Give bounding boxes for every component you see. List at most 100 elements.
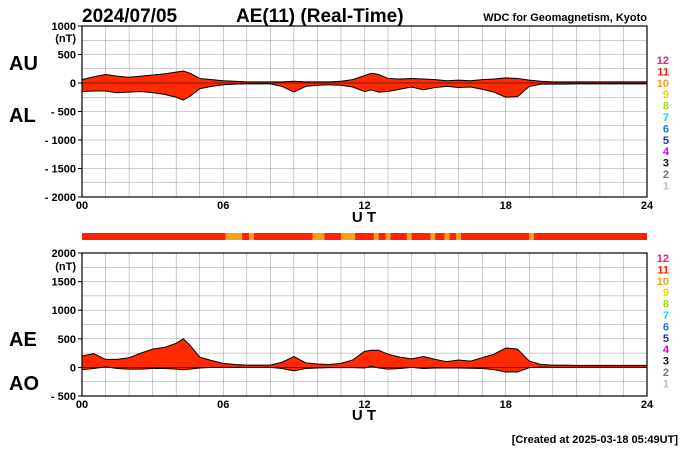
- legend-station-count: 5: [663, 135, 669, 147]
- legend-station-count: 9: [663, 287, 669, 299]
- station-bar-segment: [529, 233, 534, 240]
- y-tick-label: - 500: [51, 391, 76, 403]
- x-tick-label: 06: [217, 399, 229, 411]
- source-label: WDC for Geomagnetism, Kyoto: [483, 12, 647, 24]
- legend-station-count: 1: [663, 180, 669, 192]
- series-line-al: [81, 83, 647, 101]
- x-tick-label: 06: [217, 200, 229, 212]
- x-tick-label: 12: [358, 200, 370, 212]
- au-al-y-ticks: 1000 500 0 - 500 - 1000 - 1500 - 2000: [45, 21, 82, 204]
- chart-title: AE(11) (Real-Time): [236, 6, 404, 27]
- y-tick-label: - 500: [51, 107, 76, 119]
- station-bar-segment: [378, 233, 386, 240]
- station-bar-segment: [253, 233, 313, 240]
- x-tick-label: 12: [358, 399, 370, 411]
- station-bar-segment: [430, 233, 436, 240]
- station-bar-segment: [411, 233, 431, 240]
- y-tick-label: 2000: [52, 248, 76, 260]
- legend-station-count: 6: [663, 321, 669, 333]
- legend-station-count: 10: [657, 78, 669, 90]
- station-bar-segment: [444, 233, 450, 240]
- date-title: 2024/07/05: [82, 6, 178, 27]
- legend-station-count: 12: [657, 253, 669, 265]
- au-al-x-ticks: 00 06 12 18 24: [76, 200, 654, 212]
- legend-station-count: 3: [663, 158, 669, 170]
- au-al-xlabel: U T: [352, 209, 376, 226]
- legend-station-count: 2: [663, 169, 669, 181]
- legend-station-count: 9: [663, 89, 669, 101]
- au-series-label: AU: [9, 53, 38, 75]
- station-bar-segment: [225, 233, 243, 240]
- y-tick-label: 0: [70, 78, 76, 90]
- x-tick-label: 00: [76, 399, 88, 411]
- legend-station-count: 3: [663, 356, 669, 368]
- station-bar-segment: [461, 233, 530, 240]
- legend-station-count: 4: [663, 146, 670, 158]
- y-tick-label: 1000: [52, 21, 76, 33]
- x-tick-label: 24: [641, 200, 654, 212]
- x-tick-label: 00: [76, 200, 88, 212]
- ae-ao-areas: [81, 338, 647, 373]
- station-bar-segment: [242, 233, 250, 240]
- legend-station-count: 1: [663, 378, 669, 390]
- y-tick-label: 500: [58, 50, 76, 62]
- station-bar-segment: [390, 233, 407, 240]
- au-al-unit-label: (nT): [55, 33, 76, 45]
- station-bar-segment: [435, 233, 445, 240]
- y-tick-label: 1000: [52, 305, 76, 317]
- station-bar-segment: [324, 233, 341, 240]
- station-bar-segment: [449, 233, 457, 240]
- ae-ao-x-ticks: 00 06 12 18 24: [76, 399, 654, 411]
- x-tick-label: 18: [500, 200, 512, 212]
- station-bar-segment: [456, 233, 462, 240]
- y-tick-label: 0: [70, 362, 76, 374]
- legend-station-count: 8: [663, 101, 669, 113]
- ae-ao-y-ticks: 2000 1500 1000 500 0 - 500: [51, 248, 82, 403]
- legend-station-count: 10: [657, 276, 669, 288]
- station-bar-segment: [249, 233, 254, 240]
- station-bar-segment: [82, 233, 226, 240]
- station-count-bar: [82, 233, 647, 240]
- station-bar-segment: [312, 233, 325, 240]
- station-bar-segment: [534, 233, 647, 240]
- legend-station-count: 8: [663, 299, 669, 311]
- au-al-grid: [82, 26, 647, 197]
- ao-series-label: AO: [9, 373, 39, 395]
- legend-station-count: 6: [663, 123, 669, 135]
- station-bar-segment: [373, 233, 379, 240]
- legend-station-count: 7: [663, 112, 669, 124]
- legend-station-count: 2: [663, 367, 669, 379]
- legend-station-count: 11: [657, 264, 669, 276]
- ae-ao-xlabel: U T: [352, 407, 376, 424]
- y-tick-label: 500: [58, 334, 76, 346]
- ae-series-label: AE: [9, 329, 37, 351]
- legend-station-count: 12: [657, 55, 669, 67]
- x-tick-label: 18: [500, 399, 512, 411]
- y-tick-label: - 2000: [45, 192, 76, 204]
- y-tick-label: 1500: [52, 277, 76, 289]
- x-tick-label: 24: [641, 399, 654, 411]
- legend-station-count: 5: [663, 333, 669, 345]
- legend-station-count: 7: [663, 310, 669, 322]
- al-series-label: AL: [9, 105, 36, 127]
- station-bar-segment: [340, 233, 356, 240]
- created-timestamp: [Created at 2025-03-18 05:49UT]: [512, 434, 679, 446]
- ae-ao-unit-label: (nT): [55, 261, 76, 273]
- station-bar-segment: [355, 233, 374, 240]
- series-line-au: [81, 70, 647, 83]
- ae-ao-frame: [81, 252, 648, 397]
- legend-station-count: 4: [663, 344, 670, 356]
- legend-station-count: 11: [657, 66, 669, 78]
- au-al-areas: [81, 70, 647, 101]
- station-bar-segment: [385, 233, 391, 240]
- ae-ao-grid: [82, 253, 647, 396]
- y-tick-label: - 1500: [45, 164, 76, 176]
- y-tick-label: - 1000: [45, 135, 76, 147]
- station-bar-segment: [406, 233, 412, 240]
- series-line-ae: [81, 338, 647, 366]
